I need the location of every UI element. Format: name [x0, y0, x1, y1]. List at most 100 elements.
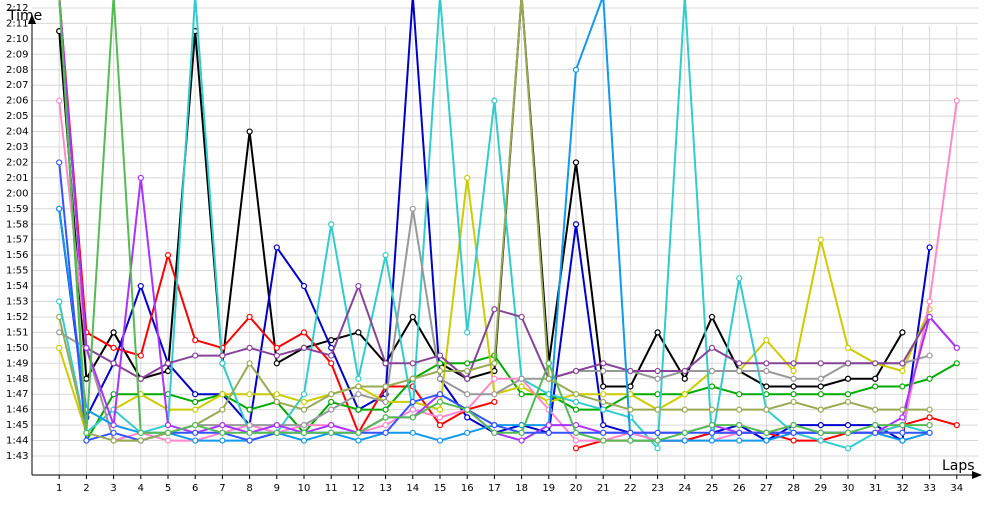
y-tick-label: 1:47	[6, 389, 28, 400]
data-point	[464, 360, 471, 367]
data-point	[899, 437, 906, 444]
data-point	[328, 391, 335, 398]
data-point	[844, 360, 852, 367]
data-point	[382, 398, 389, 406]
data-point	[899, 406, 906, 413]
data-point	[572, 406, 580, 413]
data-point	[110, 360, 117, 367]
data-point	[790, 375, 797, 382]
data-point	[300, 437, 308, 444]
data-point	[953, 97, 960, 104]
data-point	[654, 406, 661, 413]
data-point	[300, 398, 308, 406]
data-point	[491, 306, 498, 313]
data-point	[926, 375, 933, 382]
data-point	[491, 398, 498, 406]
data-point	[300, 329, 308, 336]
y-tick-label: 1:57	[6, 235, 28, 246]
data-point	[572, 398, 580, 406]
data-point	[436, 375, 444, 382]
data-point	[464, 406, 471, 413]
data-point	[872, 422, 879, 429]
data-point	[736, 422, 743, 429]
data-point	[328, 429, 335, 436]
data-point	[56, 159, 63, 166]
x-tick-label: 11	[325, 483, 338, 494]
data-point	[817, 375, 824, 382]
x-axis-title: Laps	[942, 458, 975, 474]
data-point	[491, 375, 498, 382]
data-point	[763, 337, 770, 344]
data-point	[409, 429, 416, 436]
data-point	[518, 437, 525, 444]
data-point	[409, 398, 416, 406]
x-tick-label: 22	[624, 483, 637, 494]
data-point	[110, 329, 117, 336]
data-point	[572, 437, 580, 444]
data-point	[110, 437, 117, 444]
data-point	[600, 367, 607, 375]
data-point	[518, 383, 525, 390]
x-tick-label: 12	[352, 483, 365, 494]
data-point	[491, 391, 498, 398]
data-point	[899, 329, 906, 336]
data-point	[790, 429, 797, 436]
data-point	[110, 391, 117, 398]
data-point	[409, 406, 416, 413]
y-tick-label: 1:59	[6, 204, 28, 215]
y-tick-label: 1:58	[6, 219, 28, 230]
data-point	[164, 422, 172, 429]
data-point	[164, 429, 172, 436]
data-point	[355, 437, 362, 444]
y-tick-label: 2:08	[6, 65, 28, 76]
data-point	[681, 367, 688, 375]
data-point	[654, 367, 661, 375]
series-line	[58, 0, 958, 380]
data-point	[192, 422, 199, 429]
data-point	[436, 406, 444, 413]
data-point	[572, 159, 580, 166]
data-point	[545, 422, 552, 429]
data-point	[328, 352, 335, 359]
data-point	[300, 422, 308, 429]
x-tick-label: 18	[515, 483, 528, 494]
data-point	[899, 383, 906, 390]
data-point	[926, 244, 933, 251]
data-point	[926, 429, 933, 436]
data-point	[219, 391, 226, 398]
data-point	[844, 445, 852, 452]
series-14	[58, 0, 933, 444]
y-axis-title: Time	[7, 8, 42, 24]
data-point	[600, 406, 607, 413]
x-tick-label: 25	[706, 483, 719, 494]
x-tick-label: 6	[192, 483, 198, 494]
data-point	[219, 429, 226, 436]
data-point	[708, 406, 716, 413]
data-point	[192, 429, 199, 436]
data-point	[572, 391, 580, 398]
data-point	[518, 313, 525, 321]
x-tick-label: 27	[760, 483, 773, 494]
data-point	[491, 360, 498, 367]
data-point	[300, 344, 308, 351]
data-point	[844, 398, 852, 406]
data-point	[763, 406, 770, 413]
data-point	[872, 406, 879, 413]
data-point	[436, 391, 444, 398]
y-tick-label: 1:48	[6, 374, 28, 385]
data-point	[654, 329, 661, 336]
y-tick-label: 1:44	[6, 436, 28, 447]
data-point	[436, 414, 444, 421]
data-point	[246, 360, 253, 367]
data-point	[790, 398, 797, 406]
data-point	[545, 429, 552, 436]
y-tick-label: 2:05	[6, 111, 28, 122]
data-point	[844, 422, 852, 429]
data-point	[56, 344, 63, 351]
data-point	[654, 429, 661, 436]
data-point	[464, 375, 471, 382]
data-point	[681, 437, 688, 444]
data-point	[409, 360, 416, 367]
data-point	[300, 429, 308, 436]
series-13	[56, 0, 933, 444]
